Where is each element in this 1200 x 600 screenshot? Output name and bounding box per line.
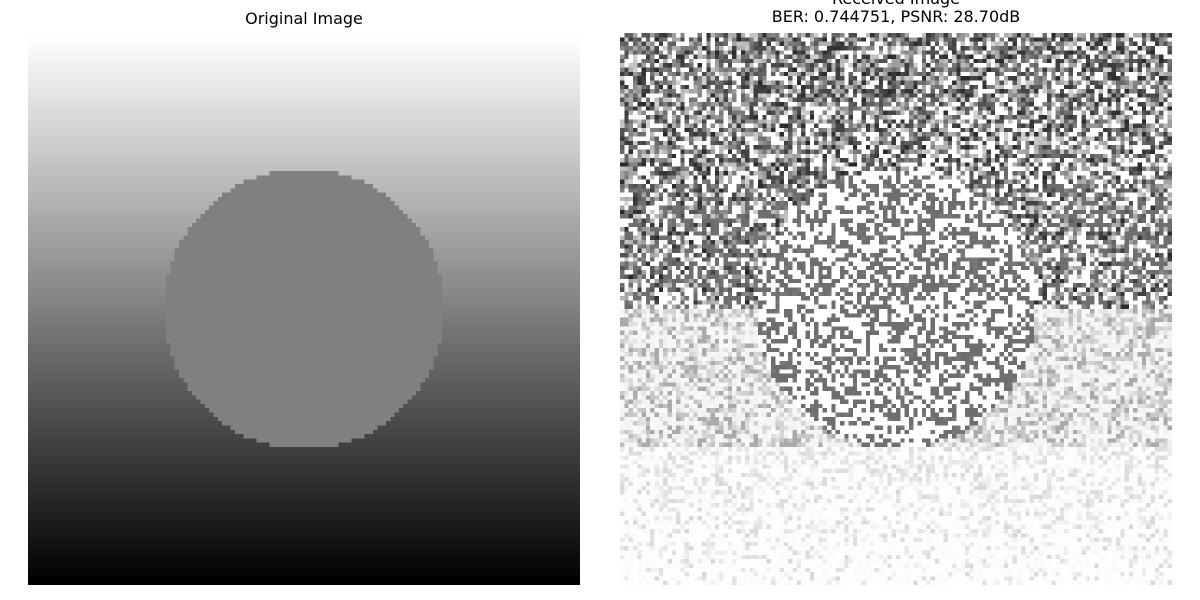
received-image-metrics: BER: 0.744751, PSNR: 28.70dB — [771, 7, 1021, 26]
original-image — [28, 33, 580, 585]
original-image-title: Original Image — [245, 9, 363, 28]
received-image-title: Received Image BER: 0.744751, PSNR: 28.7… — [620, 0, 1172, 26]
received-image-canvas — [620, 33, 1172, 585]
received-image — [620, 33, 1172, 585]
received-image-title-line1: Received Image — [620, 0, 1172, 8]
original-image-canvas — [28, 33, 580, 585]
